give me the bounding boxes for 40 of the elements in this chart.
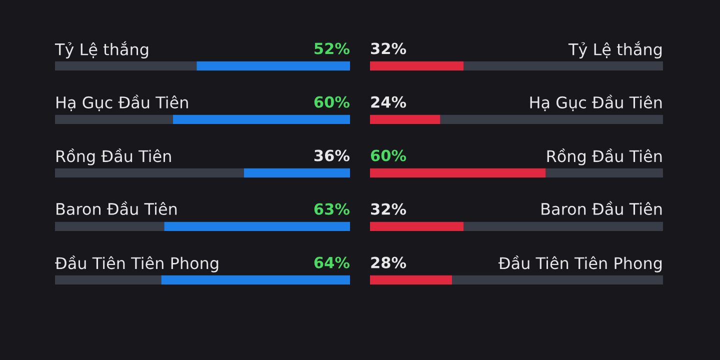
data-label: 60% [370,150,406,162]
data-label: 52% [314,42,350,54]
bar [452,275,663,285]
bar [55,222,164,231]
bar [173,114,350,124]
bar [164,222,350,231]
data-label: 63% [314,203,350,215]
category-label: Rồng Đầu Tiên [56,148,171,166]
category-label: Hạ Gục Đầu Tiên [56,94,188,112]
bar [55,275,162,285]
category-label: Baron Đầu Tiên [542,201,662,216]
category-label: Tỷ Lệ thắng [568,41,662,58]
category-label: Đầu Tiên Tiên Phong [498,255,662,272]
category-label: Hạ Gục Đầu Tiên [530,94,662,112]
bar [370,61,464,70]
bar [370,114,440,124]
bar [55,168,244,178]
bar [244,168,350,178]
bar [370,222,464,231]
data-label: 36% [314,150,350,162]
category-label: Đầu Tiên Tiên Phong [55,255,218,272]
bar [370,275,452,285]
data-label: 32% [371,42,406,54]
data-label: 32% [371,203,406,215]
data-label: 24% [371,96,406,108]
bar [196,61,350,70]
data-label: 64% [314,256,350,268]
data-label: 60% [314,96,350,108]
category-label: Baron Đầu Tiên [56,201,177,216]
bar [546,168,663,178]
bar [464,61,663,70]
category-label: Rồng Đầu Tiên [547,148,662,166]
bar [440,114,663,124]
bar [55,61,197,70]
bar [464,222,663,231]
data-label: 28% [371,256,406,268]
bar [55,114,173,124]
bar [370,168,546,178]
category-label: Tỷ Lệ thắng [54,41,148,58]
bar [161,275,350,285]
